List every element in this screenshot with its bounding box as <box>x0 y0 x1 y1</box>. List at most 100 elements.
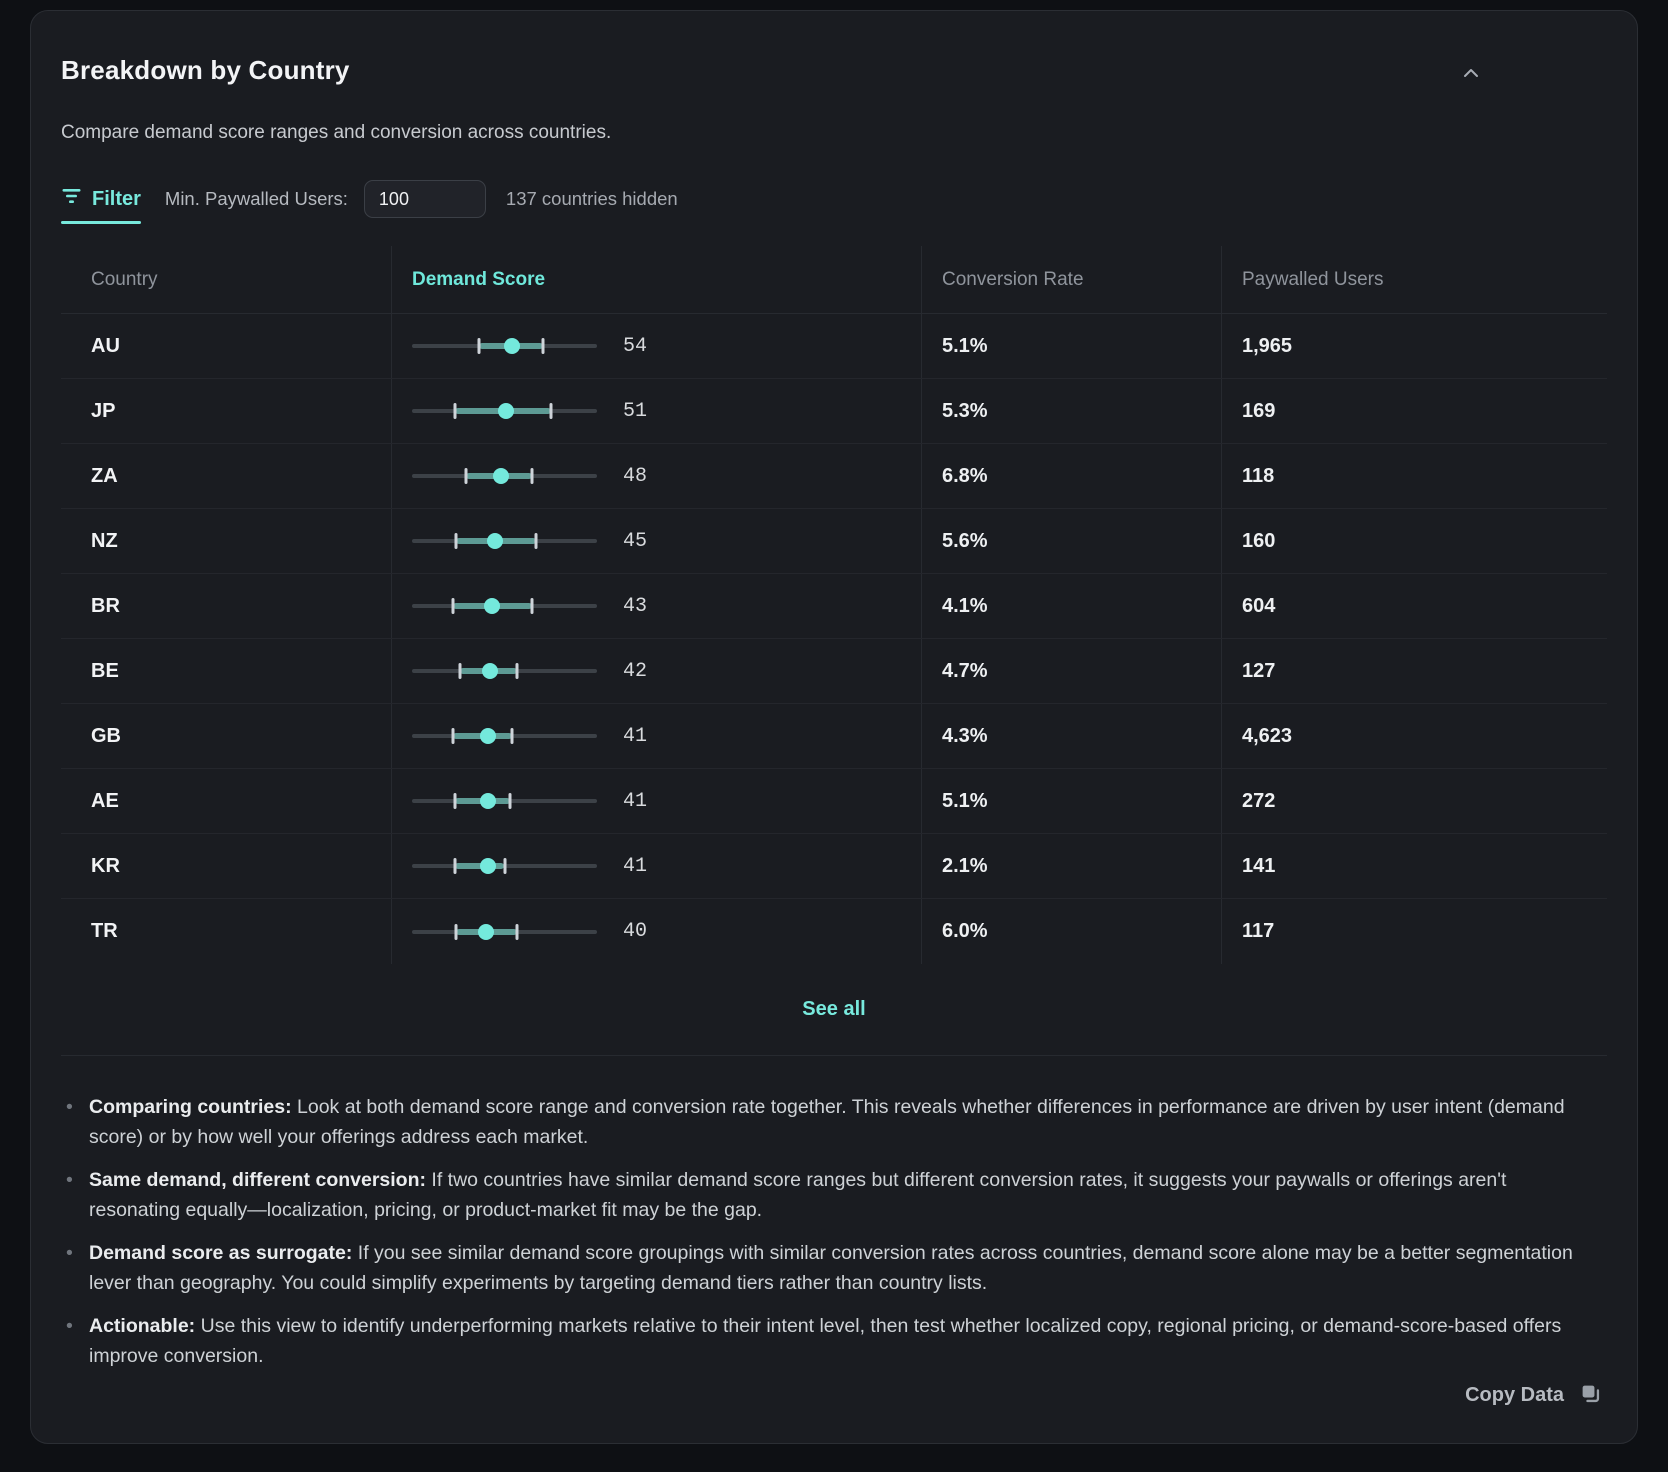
see-all-link[interactable]: See all <box>802 998 866 1020</box>
score-dot <box>479 858 496 874</box>
country-code-cell: AU <box>91 334 120 357</box>
note-lead: Demand score as surrogate: <box>89 1242 353 1264</box>
score-dot <box>492 468 509 484</box>
demand-score-range-plot: 45 <box>412 530 647 553</box>
table-body: AU 54 5.1% 1,965 JP <box>61 314 1607 964</box>
conversion-rate-cell: 5.1% <box>921 314 1221 378</box>
conversion-rate-cell: 5.6% <box>921 509 1221 573</box>
range-max-whisker <box>541 338 545 354</box>
min-paywalled-users-label: Min. Paywalled Users: <box>164 188 348 209</box>
conversion-rate-cell: 6.8% <box>921 444 1221 508</box>
range-max-whisker <box>534 533 538 549</box>
demand-score-value: 48 <box>623 464 648 488</box>
demand-score-cell: 41 <box>391 834 921 898</box>
breakdown-by-country-panel: Breakdown by Country Compare demand scor… <box>30 10 1638 1444</box>
demand-score-range-plot: 48 <box>412 465 647 488</box>
range-max-whisker <box>508 793 512 809</box>
demand-score-range-plot: 51 <box>412 400 647 423</box>
insight-note-item: Comparing countries: Look at both demand… <box>61 1092 1597 1152</box>
conversion-rate-cell: 2.1% <box>921 834 1221 898</box>
demand-score-value: 41 <box>623 789 648 813</box>
range-max-whisker <box>515 663 519 679</box>
table-row: NZ 45 5.6% 160 <box>61 509 1607 574</box>
score-dot <box>487 533 504 549</box>
range-max-whisker <box>530 598 534 614</box>
demand-score-range-plot: 41 <box>412 725 647 748</box>
note-lead: Actionable: <box>89 1315 196 1337</box>
range-min-whisker <box>458 663 462 679</box>
demand-score-range-plot: 41 <box>412 855 647 878</box>
range-min-whisker <box>464 468 468 484</box>
range-min-whisker <box>454 923 458 940</box>
insight-notes: Comparing countries: Look at both demand… <box>61 1092 1607 1371</box>
filter-tab-label: Filter <box>92 187 141 210</box>
demand-score-cell: 40 <box>391 899 921 964</box>
demand-score-range-plot: 41 <box>412 790 647 813</box>
demand-score-cell: 45 <box>391 509 921 573</box>
country-code-cell: BR <box>91 594 120 617</box>
score-dot <box>479 728 496 744</box>
column-header-conversion-rate[interactable]: Conversion Rate <box>921 246 1221 313</box>
insight-note-item: Actionable: Use this view to identify un… <box>61 1311 1597 1371</box>
country-code-cell: BE <box>91 659 119 682</box>
demand-score-cell: 41 <box>391 769 921 833</box>
conversion-rate-cell: 4.7% <box>921 639 1221 703</box>
country-code-cell: TR <box>91 920 118 942</box>
paywalled-users-cell: 118 <box>1221 444 1607 508</box>
conversion-rate-cell: 5.3% <box>921 379 1221 443</box>
column-header-demand-score[interactable]: Demand Score <box>391 246 921 313</box>
table-row: JP 51 5.3% 169 <box>61 379 1607 444</box>
collapse-button[interactable] <box>1455 57 1487 92</box>
score-dot <box>478 923 494 940</box>
score-dot <box>483 598 500 614</box>
table-row: TR 40 6.0% 117 <box>61 899 1607 964</box>
conversion-rate-cell: 4.1% <box>921 574 1221 638</box>
demand-score-value: 40 <box>623 920 648 943</box>
copy-data-button[interactable]: Copy Data <box>1465 1383 1601 1407</box>
country-code-cell: JP <box>91 399 116 422</box>
chevron-up-icon <box>1459 69 1483 88</box>
range-max-whisker <box>530 468 534 484</box>
demand-score-range-plot: 43 <box>412 595 647 618</box>
table-row: BE 42 4.7% 127 <box>61 639 1607 704</box>
score-dot <box>479 793 496 809</box>
paywalled-users-cell: 604 <box>1221 574 1607 638</box>
range-bar <box>454 863 505 869</box>
filter-tab[interactable]: Filter <box>61 176 141 224</box>
demand-score-cell: 51 <box>391 379 921 443</box>
table-row: ZA 48 6.8% 118 <box>61 444 1607 509</box>
column-header-country: Country <box>91 268 158 290</box>
table-header-row: Country Demand Score Conversion Rate Pay… <box>61 246 1607 314</box>
min-paywalled-users-input[interactable] <box>363 180 486 218</box>
range-min-whisker <box>453 793 457 809</box>
score-dot <box>481 663 498 679</box>
range-min-whisker <box>477 338 481 354</box>
paywalled-users-cell: 160 <box>1221 509 1607 573</box>
panel-title: Breakdown by Country <box>61 55 350 85</box>
note-text: Look at both demand score range and conv… <box>89 1096 1565 1148</box>
insight-note-item: Demand score as surrogate: If you see si… <box>61 1238 1597 1298</box>
conversion-rate-cell: 4.3% <box>921 704 1221 768</box>
column-header-paywalled-users[interactable]: Paywalled Users <box>1221 246 1607 313</box>
demand-score-value: 54 <box>623 334 648 358</box>
note-lead: Same demand, different conversion: <box>89 1169 426 1191</box>
range-min-whisker <box>453 403 457 419</box>
demand-score-cell: 42 <box>391 639 921 703</box>
note-text: If two countries have similar demand sco… <box>89 1169 1507 1221</box>
demand-score-range-plot: 40 <box>412 920 647 943</box>
panel-subtitle: Compare demand score ranges and conversi… <box>61 122 612 143</box>
paywalled-users-cell: 141 <box>1221 834 1607 898</box>
range-max-whisker <box>503 858 506 874</box>
table-row: KR 41 2.1% 141 <box>61 834 1607 899</box>
note-text: If you see similar demand score grouping… <box>89 1242 1573 1294</box>
copy-data-label: Copy Data <box>1465 1383 1564 1406</box>
paywalled-users-cell: 1,965 <box>1221 314 1607 378</box>
country-code-cell: NZ <box>91 529 118 552</box>
demand-score-value: 51 <box>623 399 648 423</box>
range-min-whisker <box>454 533 458 549</box>
paywalled-users-cell: 169 <box>1221 379 1607 443</box>
score-dot <box>503 338 520 354</box>
demand-score-cell: 43 <box>391 574 921 638</box>
demand-score-range-plot: 42 <box>412 660 647 683</box>
demand-score-value: 43 <box>623 594 648 618</box>
